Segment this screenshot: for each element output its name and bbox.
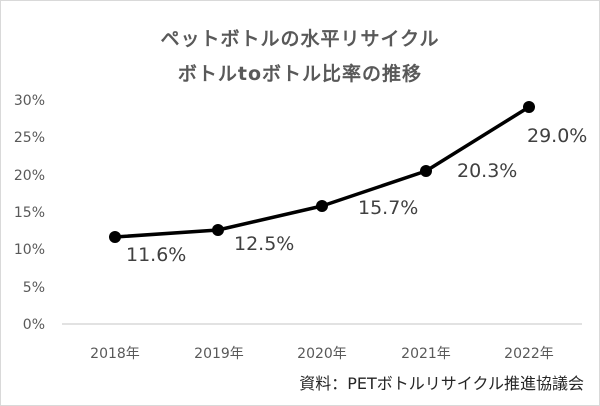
y-tick: 15% — [14, 205, 45, 221]
source-note: 資料：PETボトルリサイクル推進協議会 — [299, 374, 584, 393]
data-markers — [109, 101, 535, 243]
data-label: 29.0% — [527, 125, 587, 147]
data-point — [523, 101, 535, 113]
data-labels: 11.6% 12.5% 15.7% 20.3% 29.0% — [126, 125, 587, 266]
x-tick: 2021年 — [401, 346, 451, 362]
data-label: 15.7% — [358, 197, 418, 219]
y-tick: 25% — [14, 130, 45, 146]
x-tick: 2022年 — [504, 346, 554, 362]
x-tick: 2020年 — [297, 346, 347, 362]
y-tick: 10% — [14, 242, 45, 258]
x-tick: 2018年 — [90, 346, 140, 362]
y-axis: 0% 5% 10% 15% 20% 25% 30% — [14, 93, 45, 333]
x-tick: 2019年 — [194, 346, 244, 362]
chart-subtitle: ボトルtoボトル比率の推移 — [177, 63, 423, 85]
data-point — [212, 224, 224, 236]
y-tick: 20% — [14, 168, 45, 184]
data-label: 11.6% — [126, 244, 186, 266]
x-axis: 2018年 2019年 2020年 2021年 2022年 — [90, 346, 554, 362]
data-point — [109, 231, 121, 243]
y-tick: 0% — [23, 317, 45, 333]
data-label: 20.3% — [457, 160, 517, 182]
chart-title: ペットボトルの水平リサイクル — [160, 28, 440, 50]
data-point — [420, 165, 432, 177]
data-label: 12.5% — [234, 233, 294, 255]
data-point — [316, 200, 328, 212]
y-tick: 30% — [14, 93, 45, 109]
y-tick: 5% — [23, 280, 45, 296]
